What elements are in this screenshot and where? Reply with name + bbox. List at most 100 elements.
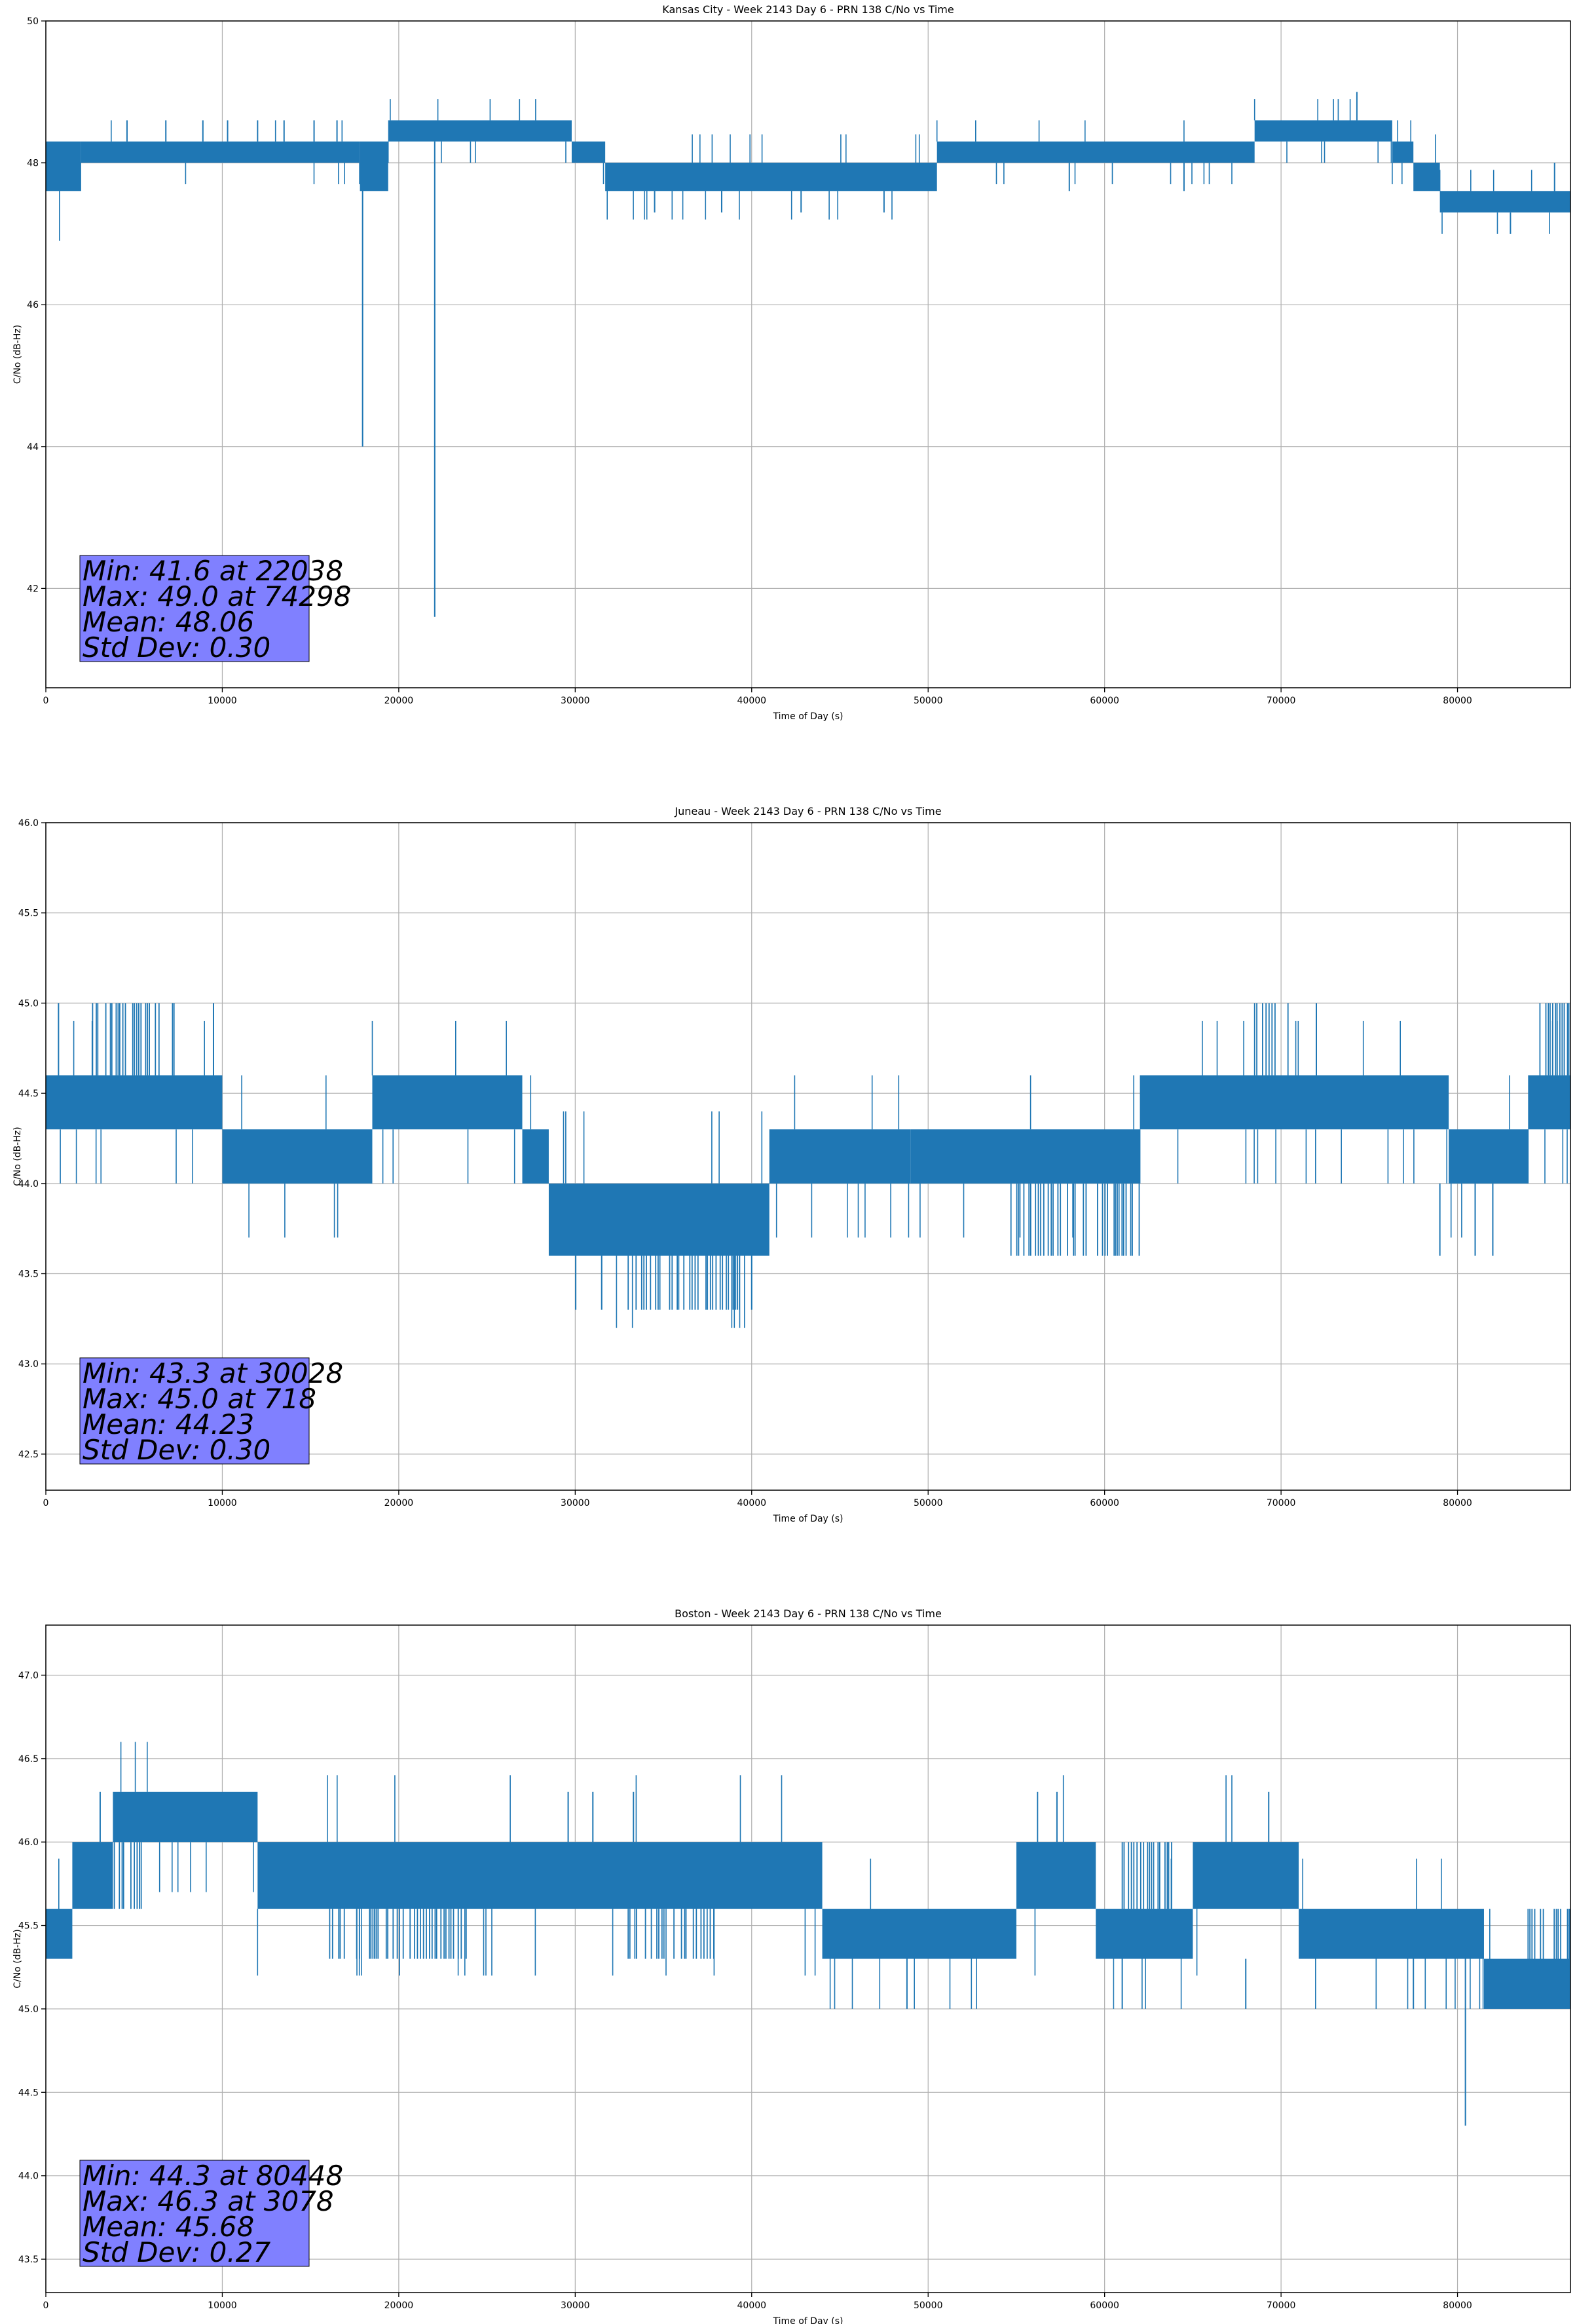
cno-band-segment (1483, 1959, 1570, 2009)
cno-noise-lines (120, 1742, 254, 1892)
cno-noise-lines (1253, 99, 1392, 163)
y-tick-label: 50 (27, 16, 39, 27)
chart-title: Boston - Week 2143 Day 6 - PRN 138 C/No … (675, 1607, 942, 1620)
y-tick-label: 44.5 (18, 1089, 39, 1099)
stats-line: Max: 49.0 at 74298 (83, 580, 351, 612)
y-tick-label: 43.5 (18, 2255, 39, 2265)
cno-band-segment (81, 141, 360, 163)
cno-noise-lines (936, 120, 1233, 185)
x-tick-label: 40000 (737, 696, 767, 706)
x-tick-label: 80000 (1443, 2300, 1472, 2311)
stats-line: Min: 41.6 at 22038 (83, 555, 343, 587)
x-axis-label: Time of Day (s) (773, 2316, 844, 2324)
y-axis-label: C/No (dB-Hz) (12, 1127, 23, 1186)
stats-line: Std Dev: 0.30 (83, 1434, 270, 1466)
stats-line: Mean: 44.23 (83, 1408, 254, 1440)
cno-noise-lines (606, 134, 920, 220)
x-tick-label: 50000 (914, 1498, 943, 1509)
cno-noise-lines (387, 99, 566, 163)
cno-series (46, 1742, 1570, 2126)
cno-band-segment (222, 1129, 373, 1184)
cno-band-segment (113, 1791, 258, 1843)
cno-band-segment (548, 1183, 770, 1256)
x-tick-label: 30000 (561, 696, 590, 706)
chart-title: Juneau - Week 2143 Day 6 - PRN 138 C/No … (674, 805, 941, 817)
cno-noise-lines (1196, 1775, 1233, 1976)
cno-band-segment (46, 1075, 223, 1130)
y-tick-label: 45.5 (18, 909, 39, 919)
y-tick-label: 42 (27, 584, 39, 594)
y-tick-label: 42.5 (18, 1450, 39, 1460)
cno-noise-lines (394, 1775, 816, 1976)
x-tick-label: 10000 (208, 696, 237, 706)
x-tick-label: 40000 (737, 1498, 767, 1509)
stats-line: Min: 43.3 at 30028 (83, 1357, 343, 1389)
chart-panel-1: 0 10000 20000 30000 40000 50000 60000 70000 8000… (12, 3, 1571, 722)
x-tick-label: 0 (43, 1498, 49, 1509)
cno-excursion-block (1010, 1183, 1140, 1256)
chart-panel-2: 0 10000 20000 30000 40000 50000 60000 70000 8000… (12, 805, 1571, 1524)
x-tick-label: 0 (43, 696, 49, 706)
axes-frame (45, 822, 1571, 1491)
cno-band-segment (822, 1909, 1016, 1959)
chart-title: Kansas City - Week 2143 Day 6 - PRN 138 … (662, 3, 954, 16)
y-tick-label: 46.0 (18, 1837, 39, 1848)
cno-noise-lines (829, 1858, 977, 2009)
x-tick-label: 20000 (384, 696, 414, 706)
y-tick-label: 48 (27, 159, 39, 169)
cno-noise-lines (1034, 1775, 1064, 1976)
cno-excursion-block (627, 1909, 714, 1959)
cno-band-segment (1016, 1842, 1096, 1909)
y-tick-label: 47.0 (18, 1670, 39, 1681)
y-tick-label: 44.0 (18, 2171, 39, 2182)
x-tick-label: 70000 (1267, 1498, 1296, 1509)
cno-band-segment (46, 1909, 73, 1959)
cno-band-segment (571, 141, 606, 163)
cno-series (46, 92, 1570, 617)
y-tick-label: 45.0 (18, 2004, 39, 2015)
cno-band-segment (1449, 1129, 1529, 1184)
x-tick-label: 30000 (561, 1498, 590, 1509)
cno-band-segment (1413, 162, 1440, 191)
stats-line: Mean: 45.68 (83, 2211, 254, 2243)
cno-band-segment (72, 1842, 113, 1909)
x-tick-label: 50000 (914, 2300, 943, 2311)
cno-noise-lines (919, 1075, 1134, 1238)
x-tick-label: 50000 (914, 696, 943, 706)
stats-line: Std Dev: 0.30 (83, 631, 270, 664)
y-tick-label: 46.5 (18, 1754, 39, 1765)
x-tick-label: 20000 (384, 1498, 414, 1509)
stats-line: Min: 44.3 at 80448 (83, 2160, 343, 2192)
y-tick-label: 44.5 (18, 2088, 39, 2098)
x-tick-label: 70000 (1267, 696, 1296, 706)
cno-excursion-block (329, 1909, 467, 1959)
cno-series (46, 1003, 1570, 1328)
cno-excursion-block (113, 1842, 142, 1909)
x-tick-label: 10000 (208, 1498, 237, 1509)
y-tick-label: 46 (27, 300, 39, 310)
cno-excursion-block (1253, 1003, 1289, 1076)
x-tick-label: 30000 (561, 2300, 590, 2311)
y-tick-label: 43.0 (18, 1359, 39, 1370)
stats-line: Mean: 48.06 (83, 606, 254, 638)
cno-excursion-block (1527, 1909, 1570, 1959)
cno-band-segment (1299, 1909, 1484, 1959)
cno-band-segment (257, 1842, 363, 1909)
x-tick-label: 60000 (1090, 696, 1119, 706)
cno-noise-lines (775, 1075, 910, 1238)
cno-band-segment (769, 1129, 911, 1184)
cno-band-segment (1528, 1075, 1570, 1130)
x-tick-label: 80000 (1443, 1498, 1472, 1509)
axes-frame (45, 20, 1571, 688)
x-tick-label: 60000 (1090, 2300, 1119, 2311)
cno-noise-lines (1113, 1858, 1182, 2009)
y-tick-label: 46.0 (18, 818, 39, 829)
cno-excursion-block (627, 1256, 740, 1310)
x-axis-label: Time of Day (s) (773, 1514, 844, 1524)
cno-noise-lines (1489, 1909, 1570, 1959)
cno-band-segment (1392, 141, 1414, 163)
x-tick-label: 40000 (737, 2300, 767, 2311)
cno-noise-lines (1392, 120, 1411, 185)
cno-band-segment (372, 1075, 523, 1130)
y-axis-label: C/No (dB-Hz) (12, 1929, 23, 1988)
